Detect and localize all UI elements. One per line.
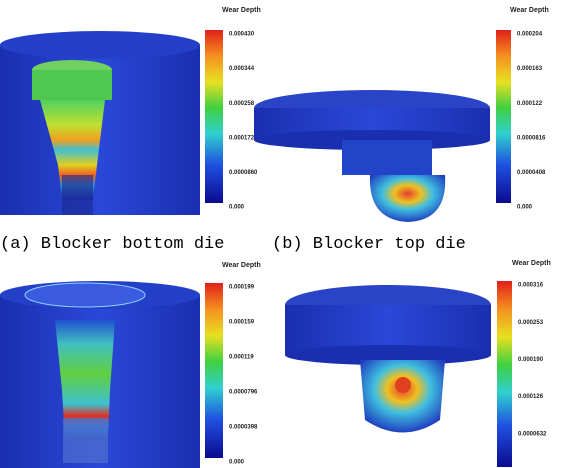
legend-title: Wear Depth: [510, 7, 549, 14]
color-bar: [496, 30, 511, 203]
legend-title: Wear Depth: [512, 260, 551, 267]
panel-c-image: [0, 281, 200, 468]
panel-b-image: [254, 90, 490, 222]
tick-label: 0.000344: [229, 66, 255, 72]
legend-title: Wear Depth: [222, 262, 261, 269]
tick-label: 0.0000796: [229, 390, 258, 396]
tick-label: 0.000204: [517, 32, 543, 38]
tick-label: 0.000: [517, 205, 533, 211]
panel-d-image: [285, 285, 491, 433]
caption: (a) Blocker bottom die: [0, 235, 224, 254]
tick-label: 0.0000398: [229, 425, 258, 431]
tick-label: 0.000126: [518, 394, 544, 400]
tick-label: 0.0000408: [517, 170, 546, 176]
tick-label: 0.000159: [229, 320, 255, 326]
figure: Wear Depth 0.000430 0.000344 0.000258 0.0001…: [0, 0, 568, 468]
tick-label: 0.000: [229, 205, 245, 211]
tick-label: 0.000430: [229, 32, 255, 38]
tick-label: 0.0000860: [229, 170, 258, 176]
tick-label: 0.000190: [518, 357, 544, 363]
tick-label: 0.000119: [229, 355, 254, 361]
caption: (b) Blocker top die: [272, 235, 466, 254]
tick-label: 0.000316: [518, 283, 544, 289]
tick-label: 0.000: [229, 460, 245, 466]
color-bar: [205, 283, 223, 458]
color-bar: [205, 30, 223, 203]
tick-label: 0.000172: [229, 135, 255, 141]
tick-label: 0.000258: [229, 101, 255, 107]
tick-label: 0.0000816: [517, 135, 546, 141]
tick-label: 0.0000632: [518, 431, 547, 437]
tick-label: 0.000253: [518, 320, 544, 326]
tick-label: 0.000122: [517, 101, 543, 107]
tick-label: 0.000199: [229, 285, 255, 291]
tick-label: 0.000163: [517, 66, 543, 72]
color-bar: [497, 281, 512, 467]
legend-title: Wear Depth: [222, 7, 261, 14]
panel-a-image: [0, 31, 200, 215]
